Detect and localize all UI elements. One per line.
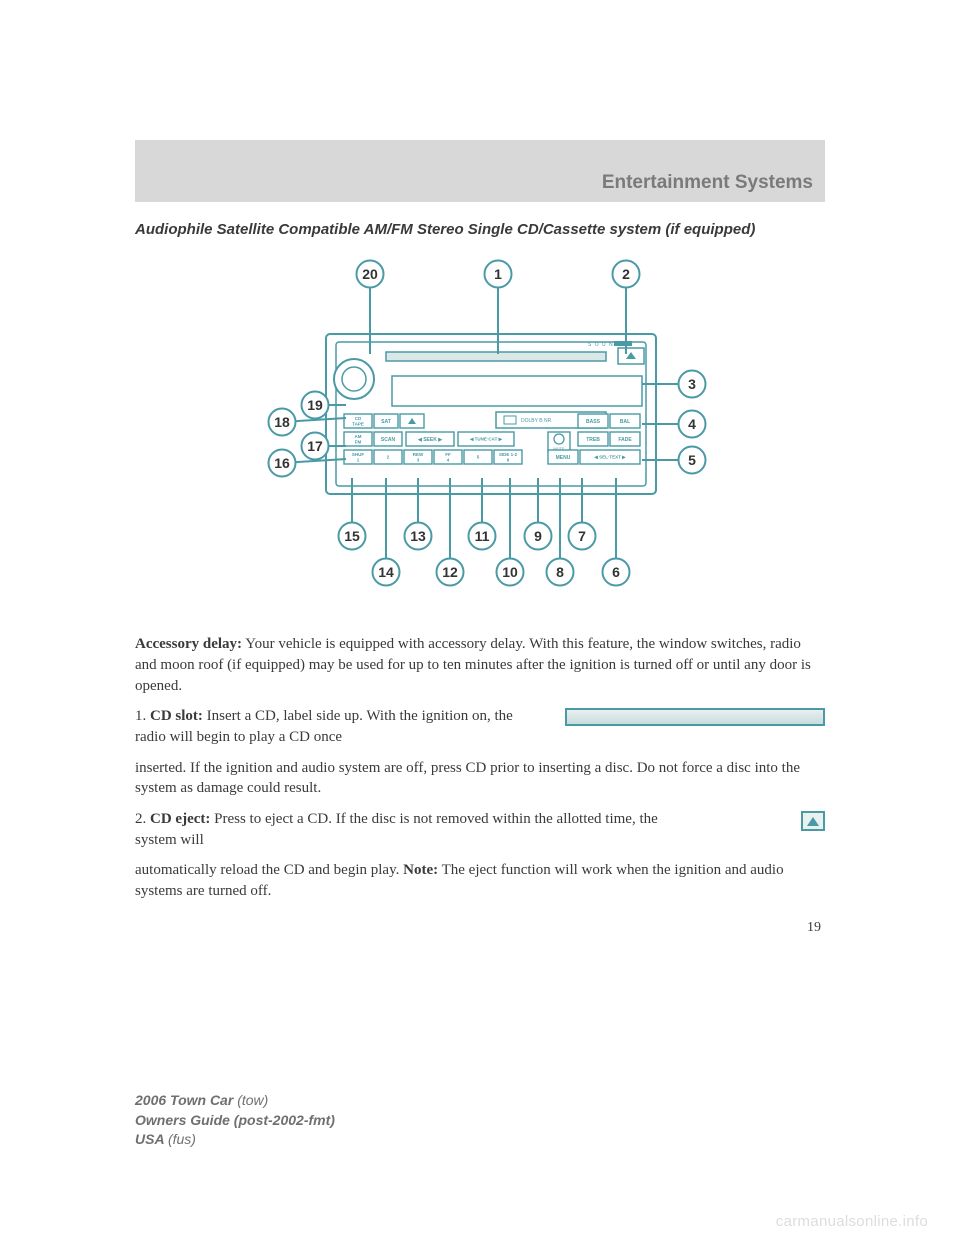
svg-text:8: 8 — [556, 564, 564, 580]
cd-eject-lead: CD eject: — [150, 811, 210, 827]
svg-text:11: 11 — [475, 528, 490, 544]
svg-text:15: 15 — [344, 528, 360, 544]
svg-text:SAT: SAT — [381, 419, 391, 425]
svg-text:10: 10 — [502, 564, 518, 580]
cd-slot-rest: inserted. If the ignition and audio syst… — [135, 758, 825, 799]
subsection-title: Audiophile Satellite Compatible AM/FM St… — [135, 220, 825, 240]
cd-slot-num: 1. — [135, 708, 150, 724]
svg-text:18: 18 — [274, 414, 290, 430]
svg-text:13: 13 — [410, 528, 426, 544]
svg-text:FM: FM — [355, 440, 362, 445]
cd-eject-row: 2. CD eject: Press to eject a CD. If the… — [135, 809, 825, 850]
svg-text:◀ SEEK ▶: ◀ SEEK ▶ — [417, 437, 443, 443]
svg-text:AM: AM — [355, 434, 362, 439]
svg-text:19: 19 — [307, 397, 323, 413]
footer-line-3: USA (fus) — [135, 1130, 335, 1150]
svg-text:SHUF: SHUF — [352, 452, 365, 457]
section-header-title: Entertainment Systems — [602, 172, 813, 194]
eject-triangle-icon — [807, 817, 819, 826]
cd-eject-wrap-text: 2. CD eject: Press to eject a CD. If the… — [135, 809, 667, 850]
svg-text:FF: FF — [445, 452, 451, 457]
cd-slot-row: 1. CD slot: Insert a CD, label side up. … — [135, 706, 825, 747]
cd-slot-lead: CD slot: — [150, 708, 203, 724]
svg-text:REW: REW — [413, 452, 424, 457]
accessory-delay-lead: Accessory delay: — [135, 636, 242, 652]
cd-eject-body-wrap: Press to eject a CD. If the disc is not … — [135, 811, 658, 848]
page: Entertainment Systems Audiophile Satelli… — [0, 0, 960, 936]
svg-text:12: 12 — [442, 564, 458, 580]
svg-text:2: 2 — [622, 266, 630, 282]
svg-text:SIDE 1-2: SIDE 1-2 — [499, 452, 518, 457]
section-header-bar: Entertainment Systems — [135, 140, 825, 202]
page-number: 19 — [135, 920, 825, 936]
svg-text:9: 9 — [534, 528, 542, 544]
footer-guide: Owners Guide (post-2002-fmt) — [135, 1112, 335, 1128]
svg-text:5: 5 — [688, 452, 696, 468]
svg-text:FADE: FADE — [618, 437, 632, 443]
svg-text:TREB: TREB — [586, 437, 600, 443]
svg-text:CD: CD — [355, 416, 362, 421]
footer-model-code: (tow) — [237, 1092, 268, 1108]
watermark: carmanualsonline.info — [776, 1213, 928, 1230]
svg-text:DOLBY B NR: DOLBY B NR — [521, 418, 552, 424]
footer-region-code: (fus) — [168, 1131, 196, 1147]
footer: 2006 Town Car (tow) Owners Guide (post-2… — [135, 1091, 335, 1150]
svg-text:6: 6 — [612, 564, 620, 580]
svg-text:MENU: MENU — [556, 455, 571, 461]
footer-line-1: 2006 Town Car (tow) — [135, 1091, 335, 1111]
radio-diagram: S O U N DDOLBY B NRCDTAPESATAMFMSCAN◀ SE… — [135, 252, 825, 612]
cd-slot-wrap-text: 1. CD slot: Insert a CD, label side up. … — [135, 706, 541, 747]
svg-text:17: 17 — [307, 438, 323, 454]
svg-text:BAL: BAL — [620, 419, 630, 425]
cd-slot-inset-icon — [565, 708, 825, 726]
svg-text:3: 3 — [688, 376, 696, 392]
svg-text:TAPE: TAPE — [352, 422, 364, 427]
cd-eject-note: Note: — [403, 862, 438, 878]
cd-eject-rest-a: automatically reload the CD and begin pl… — [135, 862, 403, 878]
svg-text:◀ TUNE·CAT ▶: ◀ TUNE·CAT ▶ — [469, 437, 504, 442]
accessory-delay-paragraph: Accessory delay: Your vehicle is equippe… — [135, 634, 825, 696]
footer-region: USA — [135, 1131, 168, 1147]
svg-text:SCAN: SCAN — [381, 437, 396, 443]
cd-eject-num: 2. — [135, 811, 150, 827]
svg-text:BASS: BASS — [586, 419, 601, 425]
svg-text:20: 20 — [362, 266, 378, 282]
cd-eject-inset-icon — [801, 811, 825, 831]
radio-diagram-svg: S O U N DDOLBY B NRCDTAPESATAMFMSCAN◀ SE… — [220, 252, 740, 612]
footer-model: 2006 Town Car — [135, 1092, 237, 1108]
footer-line-2: Owners Guide (post-2002-fmt) — [135, 1111, 335, 1131]
svg-text:14: 14 — [378, 564, 394, 580]
svg-text:16: 16 — [274, 455, 290, 471]
svg-text:◀ SEL·TEXT ▶: ◀ SEL·TEXT ▶ — [593, 455, 627, 460]
svg-text:4: 4 — [688, 416, 696, 432]
cd-eject-rest: automatically reload the CD and begin pl… — [135, 860, 825, 901]
svg-text:1: 1 — [494, 266, 502, 282]
svg-text:7: 7 — [578, 528, 586, 544]
